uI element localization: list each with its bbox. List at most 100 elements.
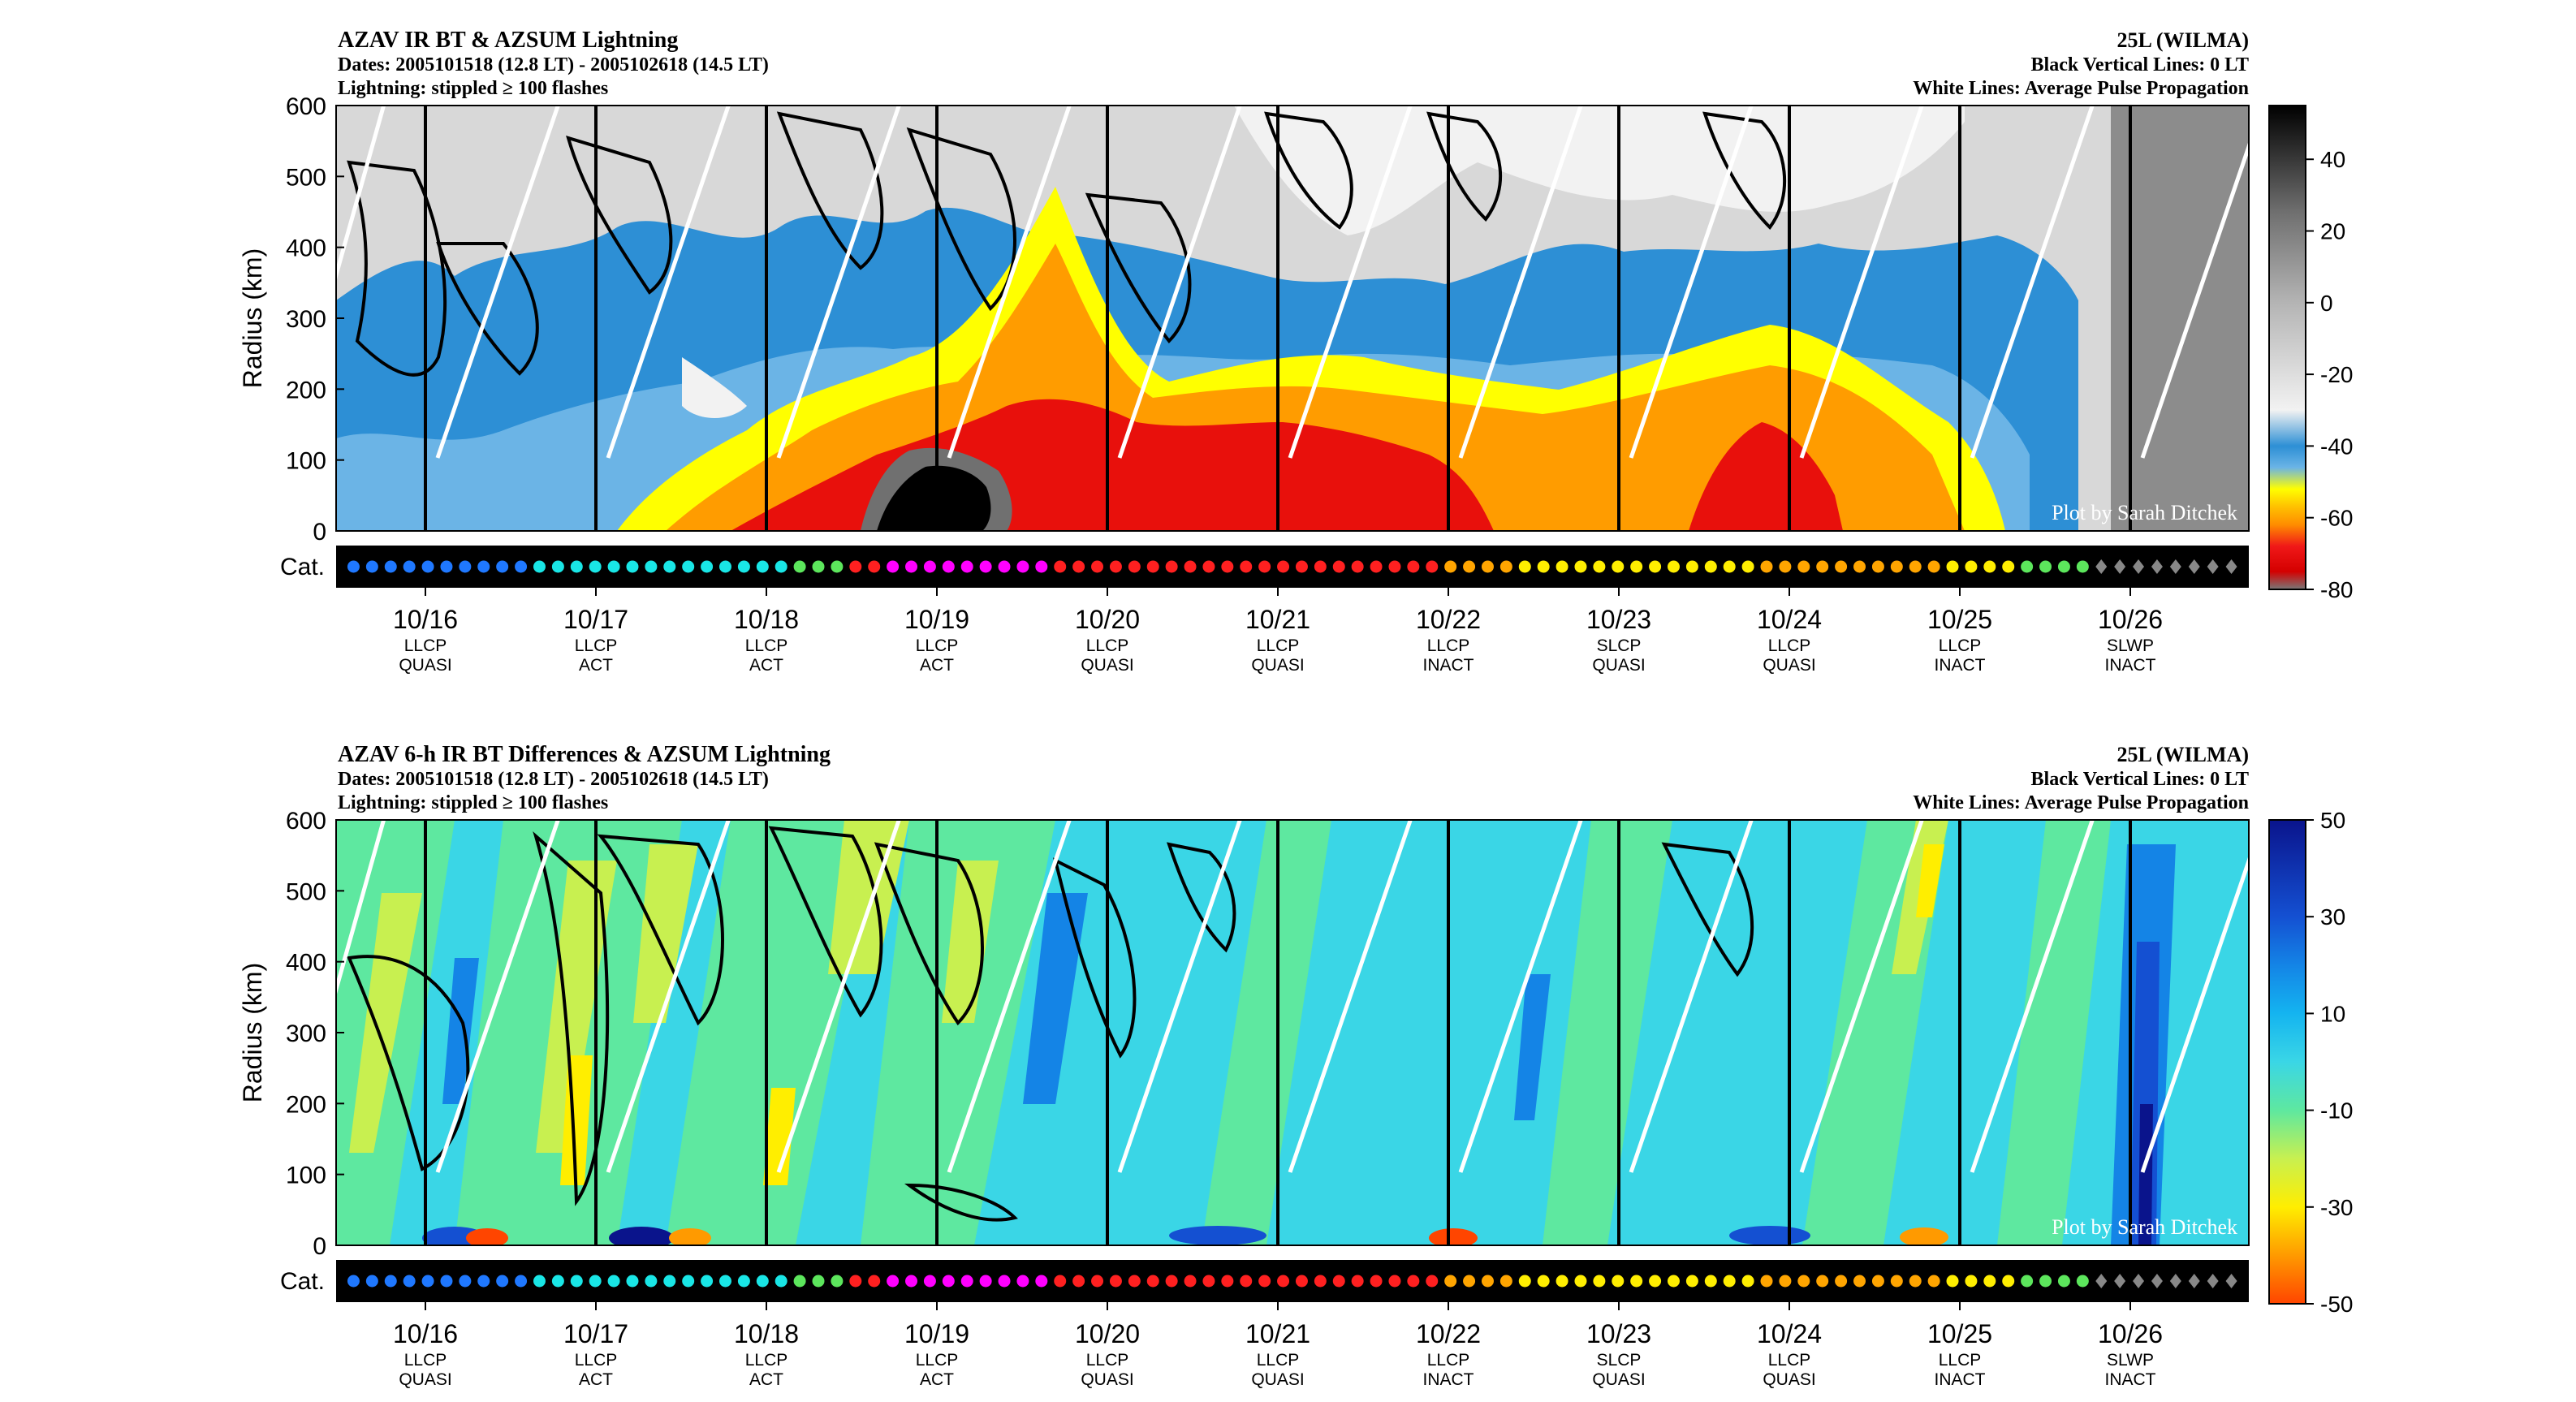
category-marker (868, 560, 881, 573)
pulse-propagation-line (1629, 820, 1754, 1173)
category-marker (2225, 1274, 2237, 1288)
category-marker (551, 1275, 564, 1288)
category-marker (793, 1275, 806, 1288)
pulse-propagation-line (1970, 820, 2095, 1173)
category-marker (2114, 559, 2126, 574)
chart-2-category-dots (347, 1274, 2237, 1288)
x-tick-label: 10/23 (1586, 605, 1651, 634)
category-marker (1072, 560, 1085, 573)
chart-2-lightning-regions (347, 826, 1754, 1222)
colorbar-tick-label: -50 (2320, 1292, 2353, 1317)
colorbar-tick-label: -40 (2320, 434, 2353, 459)
pulse-propagation-line (435, 820, 560, 1173)
x-tick-label: 10/24 (1757, 605, 1822, 634)
category-marker (1016, 560, 1029, 573)
category-marker (1556, 560, 1568, 573)
category-marker (1927, 560, 1940, 573)
day-code-lower: ACT (749, 1370, 783, 1389)
chart-1-colorbar-ticks: 40 20 0 -20 -40 -60 -80 (2306, 147, 2353, 602)
category-marker (2207, 559, 2219, 574)
day-code-upper: LLCP (1768, 636, 1811, 655)
chart-1-dates: Dates: 2005101518 (12.8 LT) - 2005102618… (338, 54, 769, 75)
category-marker (998, 1275, 1011, 1288)
x-tick-label: 10/21 (1245, 605, 1310, 634)
category-marker (1240, 560, 1253, 573)
category-marker (2188, 559, 2200, 574)
pulse-propagation-line (776, 820, 901, 1173)
y-tick-label: 200 (286, 1091, 326, 1118)
category-marker (365, 560, 378, 573)
category-marker (849, 1275, 862, 1288)
category-marker (403, 1275, 416, 1288)
day-code-lower: QUASI (1081, 1370, 1133, 1389)
category-marker (2169, 559, 2181, 574)
y-tick-label: 400 (286, 235, 326, 262)
category-marker (1630, 560, 1643, 573)
category-marker (942, 1275, 955, 1288)
y-tick-label: 400 (286, 950, 326, 977)
category-marker (2057, 1275, 2070, 1288)
x-tick-label: 10/17 (563, 1319, 628, 1348)
category-marker (1835, 1275, 1848, 1288)
y-tick-label: 600 (286, 808, 326, 835)
chart-2-storm: 25L (WILMA) (2117, 743, 2250, 766)
category-marker (887, 560, 900, 573)
category-marker (2188, 1274, 2200, 1288)
category-marker (1741, 560, 1754, 573)
category-marker (998, 560, 1011, 573)
category-marker (2207, 1274, 2219, 1288)
category-marker (496, 1275, 509, 1288)
category-marker (551, 560, 564, 573)
x-tick-label: 10/17 (563, 605, 628, 634)
pulse-propagation-line (1799, 106, 1924, 459)
chart-1-category-dots (347, 559, 2237, 574)
category-marker (1760, 560, 1773, 573)
category-marker (1221, 560, 1234, 573)
category-marker (682, 1275, 695, 1288)
category-marker (626, 1275, 639, 1288)
category-marker (1463, 560, 1476, 573)
category-marker (1760, 1275, 1773, 1288)
category-marker (718, 1275, 731, 1288)
x-tick-label: 10/18 (734, 1319, 799, 1348)
category-marker (1407, 1275, 1420, 1288)
y-tick-label: 300 (286, 1020, 326, 1047)
category-marker (477, 560, 490, 573)
chart-1-category-label: Cat. (280, 554, 325, 580)
category-marker (384, 1275, 397, 1288)
chart-2-y-ticks: 600 500 400 300 200 100 0 (286, 808, 344, 1260)
category-marker (1072, 1275, 1085, 1288)
day-code-upper: LLCP (745, 1351, 788, 1370)
category-marker (1704, 560, 1717, 573)
colorbar-tick-label: 10 (2320, 1001, 2345, 1026)
chart-2-white-lines-note: White Lines: Average Pulse Propagation (1913, 792, 2249, 813)
category-marker (570, 1275, 583, 1288)
category-marker (1184, 560, 1197, 573)
pulse-propagation-line (1288, 820, 1413, 1173)
category-marker (365, 1275, 378, 1288)
chart-1-field-black (877, 465, 991, 531)
category-marker (1723, 560, 1736, 573)
pulse-propagation-line (1970, 106, 2095, 459)
chart-2-dates: Dates: 2005101518 (12.8 LT) - 2005102618… (338, 769, 769, 790)
category-marker (1109, 1275, 1122, 1288)
colorbar-tick-label: 40 (2320, 147, 2345, 172)
chart-2-colorbar-ticks: 50 30 10 -10 -30 -50 (2306, 808, 2353, 1317)
category-marker (775, 560, 787, 573)
x-tick-label: 10/18 (734, 605, 799, 634)
colorbar-tick-label: -30 (2320, 1195, 2353, 1220)
pulse-propagation-line (947, 820, 1072, 1173)
category-marker (1295, 560, 1308, 573)
category-marker (1388, 1275, 1401, 1288)
category-marker (607, 1275, 620, 1288)
chart-1-field-red-2 (1689, 422, 1843, 531)
day-code-upper: LLCP (1086, 1351, 1129, 1370)
category-marker (849, 560, 862, 573)
category-marker (2039, 560, 2052, 573)
category-marker (515, 560, 528, 573)
category-marker (1667, 560, 1680, 573)
x-tick-label: 10/24 (1757, 1319, 1822, 1348)
category-marker (1463, 1275, 1476, 1288)
pulse-propagation-line (606, 820, 731, 1173)
